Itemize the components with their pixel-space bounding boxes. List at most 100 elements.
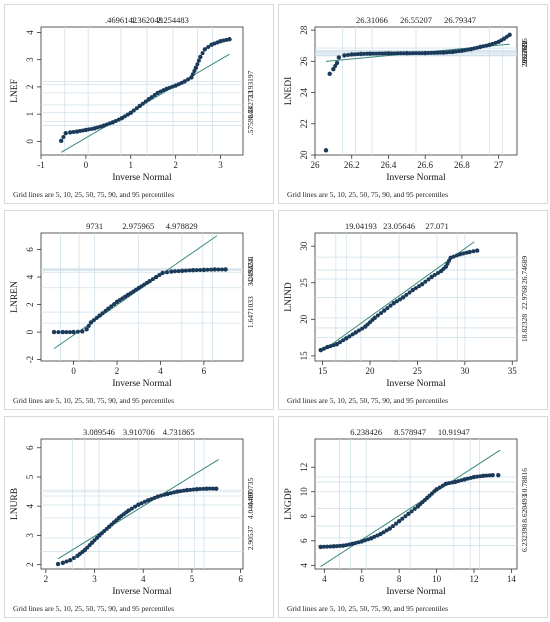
data-point <box>352 52 357 57</box>
data-point <box>413 286 418 291</box>
data-point <box>190 72 195 77</box>
data-point <box>438 50 443 55</box>
top-percentile-label: 26.31066 <box>356 15 388 25</box>
data-point <box>126 508 131 513</box>
data-point <box>389 51 394 56</box>
data-point <box>189 75 194 80</box>
y-tick-label: 6 <box>25 445 35 450</box>
data-point <box>201 267 207 273</box>
data-point <box>387 526 393 531</box>
reference-line <box>57 459 219 560</box>
data-point <box>359 539 364 544</box>
data-point <box>496 472 501 478</box>
data-point <box>85 545 90 550</box>
data-point <box>325 544 330 549</box>
data-point <box>204 486 209 491</box>
data-point <box>157 272 162 277</box>
y-tick-label: 2 <box>25 562 35 567</box>
data-point <box>432 272 437 277</box>
data-point <box>403 514 408 519</box>
data-point <box>342 53 347 58</box>
data-point <box>394 299 399 304</box>
data-point <box>456 479 461 484</box>
data-point <box>344 543 349 548</box>
right-percentile-label: 2.193197 <box>246 70 255 98</box>
data-point <box>56 330 61 335</box>
data-point <box>71 329 76 335</box>
data-point <box>91 318 96 323</box>
data-point <box>158 89 163 94</box>
top-percentile-label: 2.254483 <box>157 15 189 25</box>
top-percentile-label: .4696142 <box>105 15 137 25</box>
data-point <box>194 268 199 273</box>
data-point <box>490 472 495 478</box>
qq-plot-svg: 9731 2.975965 4.978829 1.6471033 3.2194544.4… <box>10 221 255 405</box>
data-point <box>422 50 428 56</box>
top-percentile-label: 19.04193 <box>345 221 377 231</box>
qq-plot-svg: 3.089546 3.910706 4.7318652.905374.0404974… <box>10 427 255 613</box>
x-tick-label: 15 <box>318 366 328 376</box>
data-point <box>362 538 367 543</box>
data-point <box>207 486 212 491</box>
data-point <box>162 492 167 497</box>
data-point <box>146 96 151 102</box>
x-axis-title: Inverse Normal <box>386 587 446 597</box>
qq-plot-svg: 19.04193 23.05646 27.071 18.82328 22.976826.… <box>284 221 529 405</box>
data-point <box>198 267 203 272</box>
qq-panel-lnef: .4696142 1.362049 2.254483 .5759843 1.342733… <box>4 4 274 204</box>
data-point <box>441 50 446 55</box>
x-tick-label: 26 <box>311 160 321 170</box>
data-point <box>390 524 395 529</box>
data-point <box>106 306 111 311</box>
data-point <box>365 51 370 56</box>
data-point <box>344 336 349 341</box>
data-point <box>145 498 151 503</box>
data-point <box>75 329 80 334</box>
data-point <box>212 41 217 46</box>
data-point <box>172 490 177 495</box>
y-axis-title: LNREN <box>10 281 20 313</box>
data-point <box>77 129 82 134</box>
y-tick-label: 26 <box>299 56 309 65</box>
data-point <box>407 290 412 295</box>
data-point <box>404 292 409 297</box>
y-tick-label: 15 <box>299 351 309 361</box>
data-point <box>64 559 69 564</box>
right-percentile-label: 1.342733 <box>246 91 255 119</box>
y-tick-label: 20 <box>299 150 309 160</box>
y-tick-label: 0 <box>25 329 35 334</box>
data-point <box>398 297 403 302</box>
x-axis-title: Inverse Normal <box>112 379 172 389</box>
data-point <box>481 473 486 478</box>
y-tick-label: 4 <box>25 503 35 508</box>
data-point <box>340 543 346 548</box>
right-percentile-label: 4.040497 <box>246 491 255 519</box>
y-axis-title: LNGDP <box>284 488 294 520</box>
data-point <box>198 54 203 60</box>
top-percentile-label: 27.071 <box>425 221 448 231</box>
data-point <box>71 129 76 134</box>
data-point <box>448 255 453 261</box>
right-percentile-label: 26.5522 <box>520 40 529 65</box>
right-percentile-label: 3.219454 <box>246 258 255 286</box>
x-tick-label: 35 <box>508 366 517 376</box>
data-point <box>386 51 391 56</box>
top-percentile-label: 4.978829 <box>166 221 198 231</box>
data-point <box>64 330 69 335</box>
data-point <box>220 267 225 272</box>
data-point <box>147 278 152 284</box>
data-point <box>88 320 94 325</box>
y-tick-label: 24 <box>299 88 309 98</box>
y-tick-label: 2 <box>25 85 35 90</box>
data-point <box>434 487 439 492</box>
data-point <box>221 38 226 43</box>
x-tick-label: 30 <box>460 366 470 376</box>
data-point <box>318 347 323 353</box>
data-point <box>137 103 142 109</box>
y-tick-label: 4 <box>25 30 35 35</box>
data-point <box>447 481 452 486</box>
y-tick-label: -2 <box>25 356 35 364</box>
data-point <box>223 267 228 272</box>
data-point <box>227 37 232 42</box>
